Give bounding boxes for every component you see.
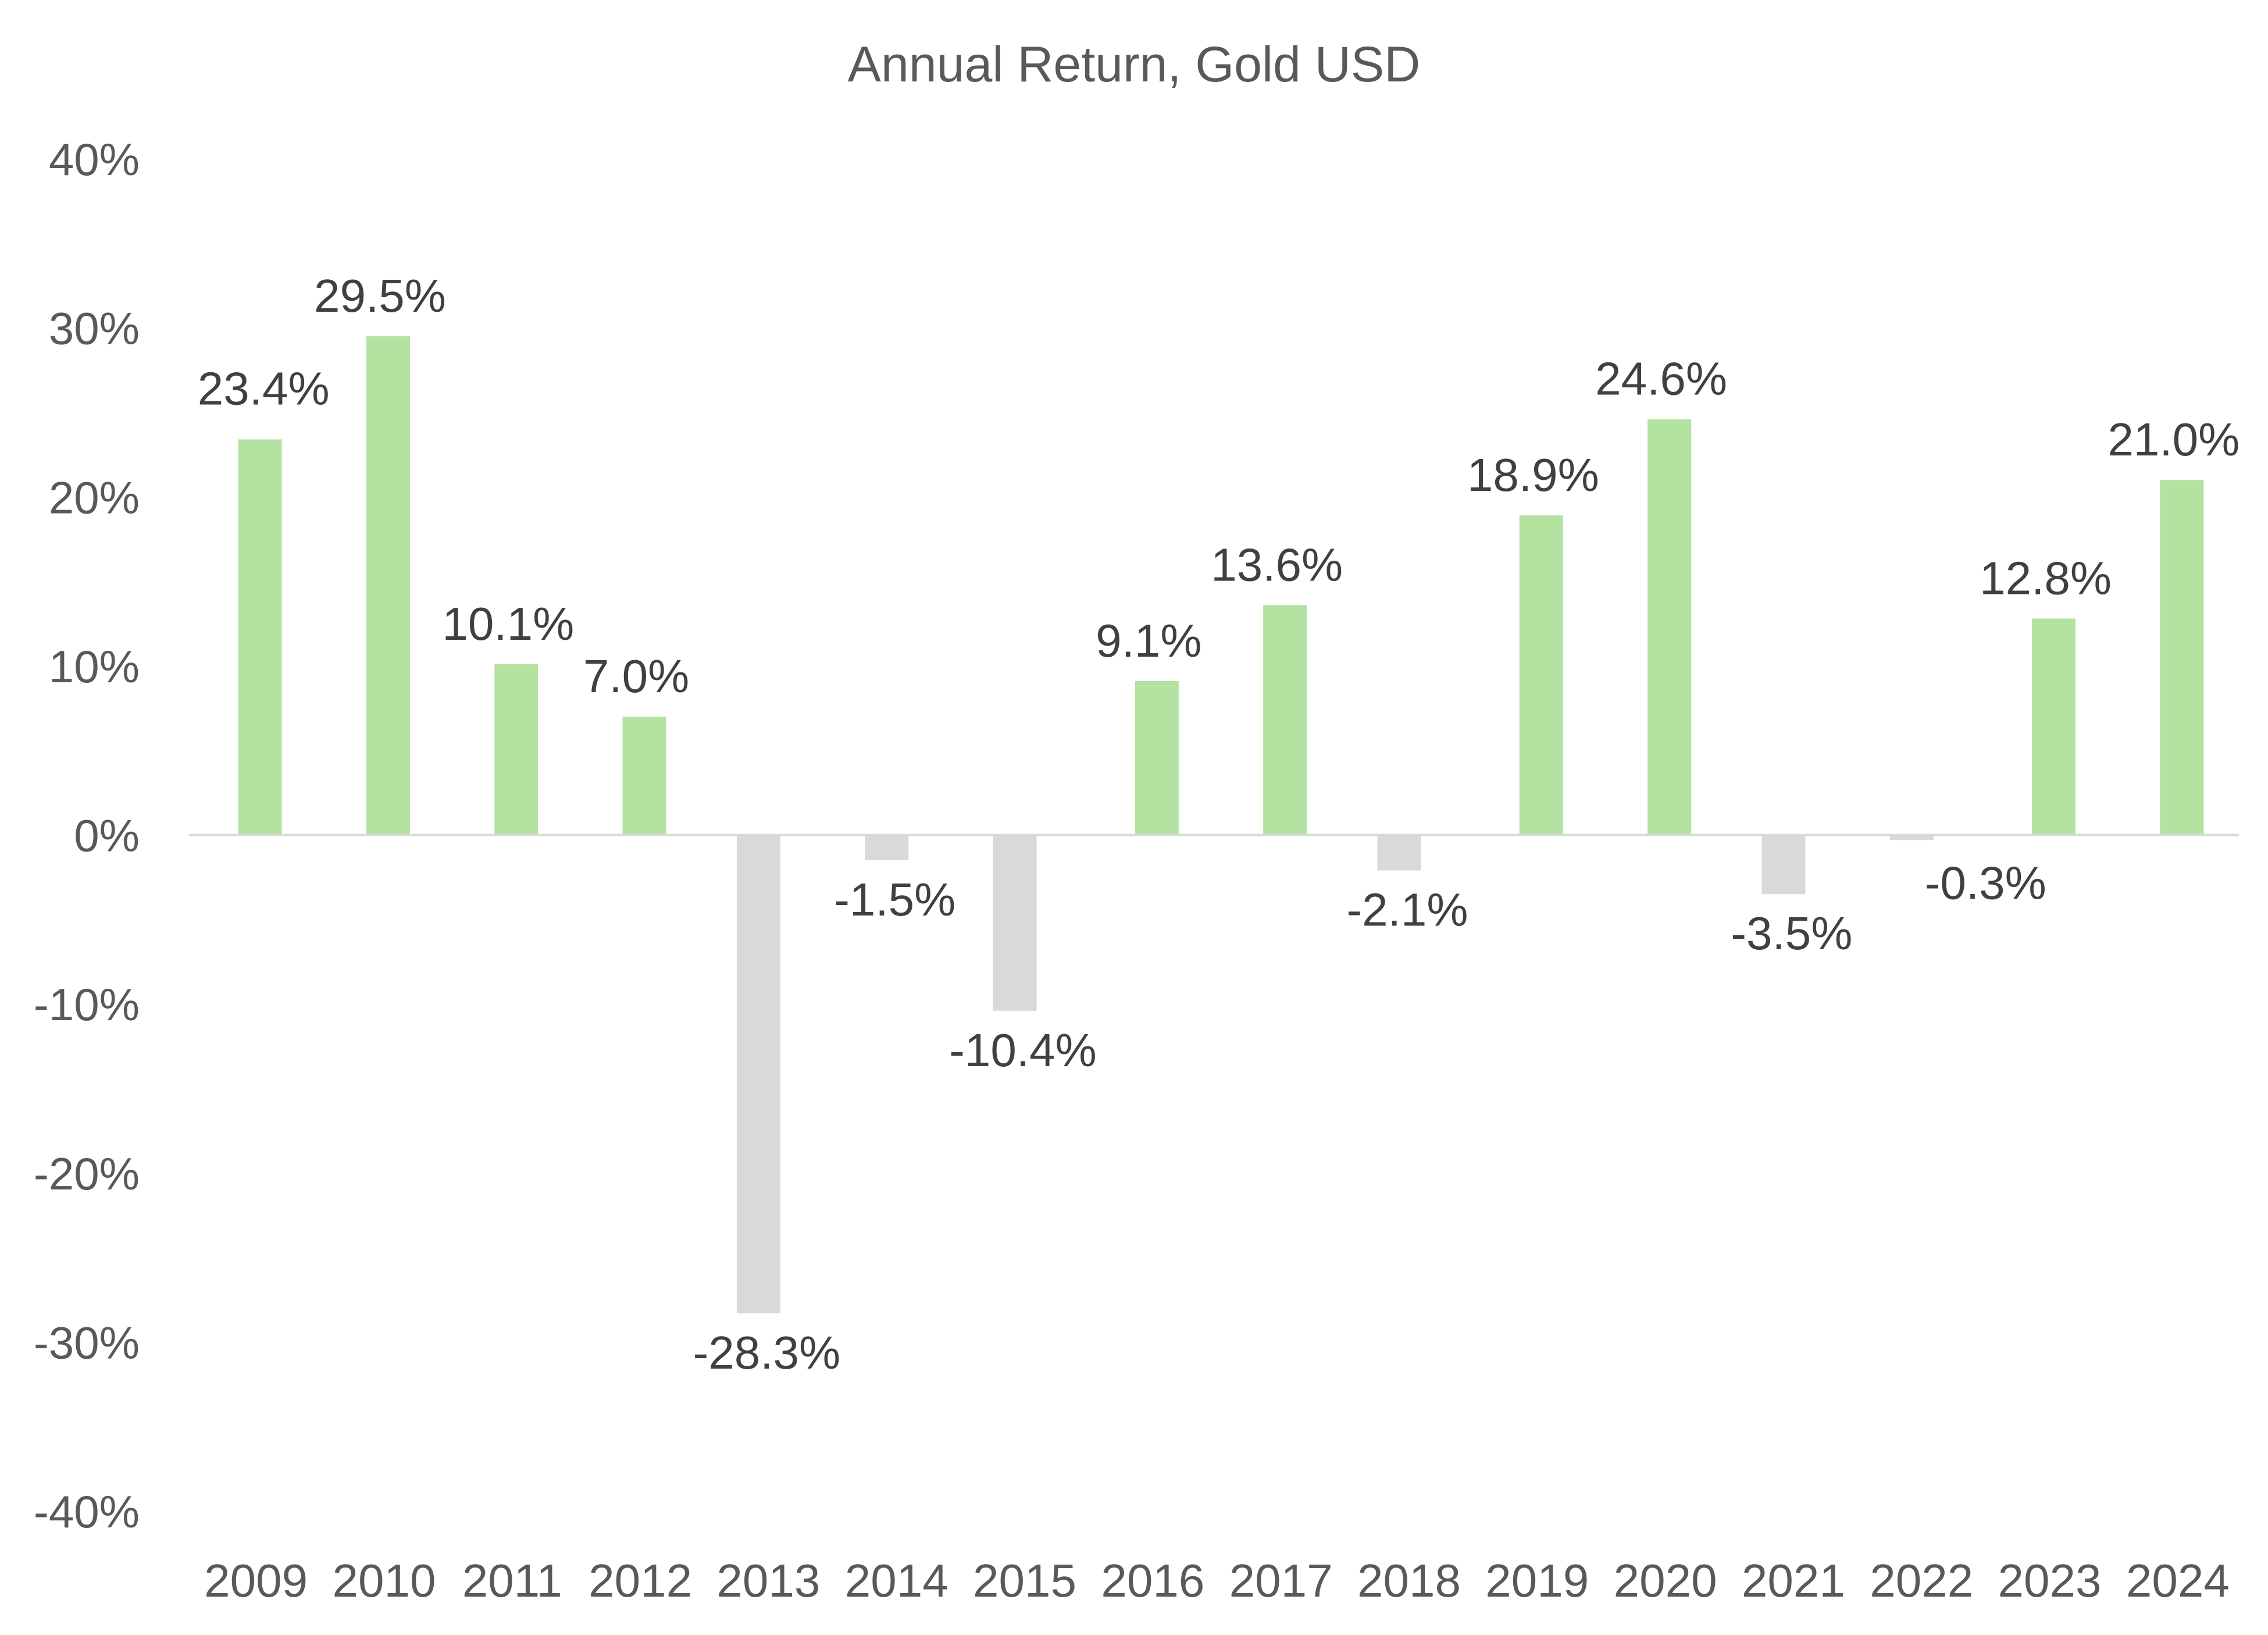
y-axis-tick-labels: 40% 30% 20% 10% 0% -10% -20% -30% -40% — [34, 134, 140, 1537]
x-tick-label: 2023 — [1998, 1555, 2102, 1606]
x-axis-tick-labels: 2009 2010 2011 2012 2013 2014 2015 2016 2017 2018… — [204, 1555, 2230, 1606]
x-tick-label: 2019 — [1485, 1555, 1589, 1606]
data-label: 18.9% — [1467, 449, 1599, 501]
y-tick-label: -30% — [34, 1317, 140, 1368]
x-tick-label: 2013 — [716, 1555, 820, 1606]
x-tick-label: 2020 — [1614, 1555, 1717, 1606]
chart-title: Annual Return, Gold USD — [848, 37, 1421, 92]
bar — [238, 439, 282, 835]
x-tick-label: 2009 — [204, 1555, 308, 1606]
data-label: -2.1% — [1346, 884, 1468, 936]
bar — [2160, 480, 2204, 835]
x-tick-label: 2024 — [2126, 1555, 2230, 1606]
x-tick-label: 2011 — [462, 1555, 562, 1606]
data-label: 23.4% — [198, 362, 330, 414]
y-tick-label: 30% — [49, 303, 140, 354]
y-tick-label: 20% — [49, 472, 140, 523]
data-label: 21.0% — [2107, 414, 2240, 465]
data-label: 7.0% — [583, 650, 689, 702]
y-tick-label: -10% — [34, 979, 140, 1030]
data-label: -3.5% — [1731, 907, 1852, 959]
x-tick-label: 2016 — [1101, 1555, 1204, 1606]
x-tick-label: 2017 — [1229, 1555, 1333, 1606]
bar — [2032, 618, 2076, 835]
data-label: -1.5% — [834, 874, 955, 925]
data-label: 12.8% — [1980, 553, 2112, 604]
data-label: -0.3% — [1925, 857, 2046, 909]
data-label: 9.1% — [1096, 615, 1201, 667]
x-tick-label: 2021 — [1742, 1555, 1845, 1606]
data-label: 24.6% — [1595, 353, 1727, 405]
bar — [1519, 515, 1563, 835]
data-labels: 23.4% 29.5% 10.1%7.0% -28.3% -1.5% -10.4% 9.1%… — [198, 270, 2240, 1378]
bar — [494, 664, 539, 835]
x-tick-label: 2012 — [589, 1555, 692, 1606]
bar — [865, 835, 909, 861]
bar — [993, 835, 1037, 1011]
bar — [1761, 835, 1806, 895]
data-label: 10.1% — [442, 598, 574, 650]
bar — [1889, 835, 1934, 840]
x-tick-label: 2015 — [973, 1555, 1076, 1606]
y-tick-label: 10% — [49, 641, 140, 692]
x-tick-label: 2022 — [1870, 1555, 1973, 1606]
y-tick-label: 0% — [74, 810, 140, 861]
bar — [1647, 419, 1692, 835]
x-tick-label: 2010 — [332, 1555, 436, 1606]
y-tick-label: -40% — [34, 1486, 140, 1537]
x-tick-label: 2018 — [1357, 1555, 1461, 1606]
data-label: -28.3% — [693, 1327, 840, 1378]
data-label: -10.4% — [949, 1024, 1096, 1076]
bar — [1135, 681, 1179, 835]
bar — [736, 835, 780, 1313]
bars — [238, 336, 2204, 1313]
data-label: 29.5% — [314, 270, 446, 322]
bar — [1377, 835, 1421, 871]
x-tick-label: 2014 — [845, 1555, 948, 1606]
bar — [1263, 605, 1307, 835]
bar — [366, 336, 410, 835]
y-tick-label: -20% — [34, 1148, 140, 1199]
data-label: 13.6% — [1211, 539, 1343, 590]
y-tick-label: 40% — [49, 134, 140, 185]
bar — [622, 717, 666, 835]
